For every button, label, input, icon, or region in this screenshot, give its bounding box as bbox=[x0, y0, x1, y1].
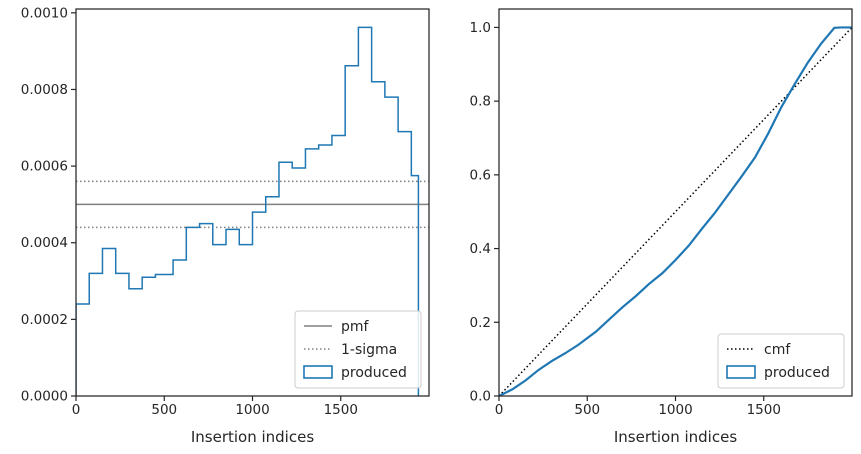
x-tick-label: 0 bbox=[72, 402, 81, 418]
x-tick-label: 1000 bbox=[235, 402, 269, 418]
y-tick-label: 0.0010 bbox=[21, 5, 68, 21]
y-tick-label: 0.0 bbox=[470, 389, 491, 405]
y-tick-label: 0.4 bbox=[470, 241, 491, 257]
x-tick-label: 1500 bbox=[324, 402, 358, 418]
legend-swatch-box bbox=[726, 365, 756, 379]
legend-label-produced: produced bbox=[764, 365, 830, 381]
chart-panel-1: 0 500 1000 1500 0.0000 0.0002 0.0004 0.0006 0.00… bbox=[21, 5, 430, 446]
plot-area bbox=[76, 26, 429, 396]
x-tick-label: 1000 bbox=[658, 402, 692, 418]
legend-box bbox=[717, 333, 845, 389]
y-tick-label: 1.0 bbox=[470, 20, 491, 36]
chart-panel-2: 0 500 1000 1500 0.0 0.2 0.4 0.6 0.8 1.0 Insertion … bbox=[470, 8, 853, 446]
y-tick-label: 0.8 bbox=[470, 94, 491, 110]
legend-box bbox=[294, 310, 422, 389]
y-tick-label: 0.6 bbox=[470, 167, 491, 183]
x-axis-label: Insertion indices bbox=[614, 428, 737, 446]
x-tick-label: 0 bbox=[495, 402, 504, 418]
legend-label-pmf: pmf bbox=[341, 319, 370, 335]
x-axis-label: Insertion indices bbox=[191, 428, 314, 446]
series-produced-line bbox=[499, 26, 852, 396]
y-tick-label: 0.2 bbox=[470, 315, 491, 331]
histogram-produced bbox=[76, 26, 420, 396]
legend: pmf 1-sigma produced bbox=[294, 310, 422, 389]
x-tick-label: 500 bbox=[574, 402, 600, 418]
legend-label-1-sigma: 1-sigma bbox=[341, 342, 397, 358]
legend-label-produced: produced bbox=[341, 365, 407, 381]
y-tick-label: 0.0000 bbox=[21, 389, 68, 405]
y-tick-label: 0.0006 bbox=[21, 159, 68, 175]
y-tick-label: 0.0002 bbox=[21, 312, 68, 328]
legend-label-cmf: cmf bbox=[764, 342, 791, 358]
legend: cmf produced bbox=[717, 333, 845, 389]
plot-area bbox=[499, 26, 852, 396]
x-tick-label: 500 bbox=[151, 402, 177, 418]
y-tick-label: 0.0004 bbox=[21, 235, 68, 251]
legend-swatch-box bbox=[303, 365, 333, 379]
y-tick-label: 0.0008 bbox=[21, 82, 68, 98]
x-tick-label: 1500 bbox=[747, 402, 781, 418]
